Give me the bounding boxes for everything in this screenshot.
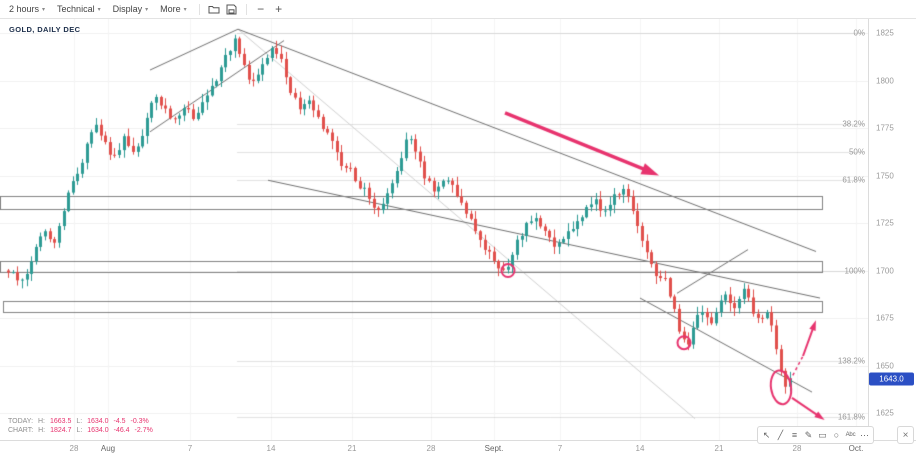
save-icon[interactable] [223, 2, 241, 17]
chart-plot-area: GOLD, DAILY DEC 1825 1800 1775 1750 1725 1700… [0, 19, 916, 457]
chart-change-value: -46.4 [113, 427, 130, 434]
fib-level-label: 61.8% [842, 175, 865, 185]
price-axis-label: 1650 [876, 361, 894, 370]
price-axis-label: 1750 [876, 171, 894, 180]
low-label: L: [76, 427, 83, 434]
time-axis-label: 7 [187, 444, 193, 453]
high-label: H: [37, 418, 45, 425]
chart-low-value: 1634.0 [87, 427, 109, 434]
time-axis-label: Sept. [484, 444, 504, 453]
chevron-down-icon: ▾ [97, 6, 101, 13]
more-menu[interactable]: More ▾ [155, 2, 194, 16]
technical-menu[interactable]: Technical ▾ [52, 2, 108, 16]
zoom-out-icon[interactable]: − [257, 2, 265, 16]
price-axis[interactable]: 1825 1800 1775 1750 1725 1700 1675 1650 1625 [868, 19, 916, 440]
stats-today-row: TODAY: H: 1663.5 L: 1634.0 -4.5 -0.3% [8, 417, 156, 426]
toolbar-separator [245, 3, 247, 15]
fib-level-label: 0% [853, 28, 865, 38]
chevron-down-icon: ▾ [42, 6, 46, 13]
fib-level-label: 161.8% [837, 412, 865, 422]
today-low-value: 1634.0 [87, 418, 109, 425]
today-change-pct: -0.3% [130, 418, 149, 425]
drawing-toolbar: ↖ ╱ ≡ ✎ ▭ ○ Abc ⋯ [757, 426, 874, 444]
brush-tool-icon[interactable]: ✎ [804, 429, 813, 440]
interval-menu[interactable]: 2 hours ▾ [4, 2, 52, 16]
fib-level-label: 100% [844, 266, 865, 275]
price-axis-label: 1800 [876, 76, 894, 85]
low-label: L: [76, 418, 83, 425]
price-axis-label: 1825 [876, 28, 894, 38]
chevron-down-icon: ▾ [183, 6, 187, 13]
today-high-value: 1663.5 [49, 418, 72, 425]
more-menu-label: More [160, 4, 181, 14]
today-change-value: -4.5 [113, 418, 126, 425]
interval-menu-label: 2 hours [9, 4, 40, 14]
trendline-tool-icon[interactable]: ╱ [777, 429, 784, 440]
chart-label: CHART: [8, 427, 34, 434]
time-axis-label: Aug [100, 444, 116, 453]
fib-retracement-tool-icon[interactable]: ≡ [791, 430, 798, 440]
technical-menu-label: Technical [57, 4, 95, 14]
cursor-tool-icon[interactable]: ↖ [762, 429, 771, 440]
price-axis-label: 1625 [876, 408, 894, 418]
fib-level-label: 38.2% [842, 119, 865, 129]
more-tools-icon[interactable]: ⋯ [860, 429, 869, 440]
time-axis-label: 21 [714, 444, 724, 453]
chart-change-pct: -2.7% [134, 427, 153, 434]
price-axis-label: 1775 [876, 123, 894, 133]
chevron-down-icon: ▾ [145, 6, 149, 13]
today-label: TODAY: [8, 418, 34, 425]
price-axis-label: 1675 [876, 313, 894, 323]
fib-level-label: 138.2% [837, 356, 865, 366]
toolbar-separator [198, 3, 200, 15]
top-toolbar: 2 hours ▾ Technical ▾ Display ▾ More ▾ −… [0, 0, 916, 19]
price-axis-label: 1700 [876, 266, 894, 275]
high-label: H: [38, 427, 46, 434]
rectangle-tool-icon[interactable]: ▭ [818, 429, 827, 440]
close-chart-button[interactable]: × [897, 426, 914, 444]
time-axis-label: Oct. [848, 444, 864, 453]
display-menu-label: Display [112, 4, 143, 14]
last-price-label: 1643.0 [869, 372, 914, 386]
time-axis-label: 28 [69, 444, 79, 453]
symbol-label: GOLD, DAILY DEC [9, 25, 81, 34]
chart-high-value: 1824.7 [50, 427, 72, 434]
display-menu[interactable]: Display ▾ [108, 2, 156, 16]
time-axis-label: 14 [635, 444, 645, 453]
text-tool-icon[interactable]: Abc [845, 432, 856, 438]
time-axis-label: 14 [266, 444, 276, 453]
time-axis-label: 21 [347, 444, 357, 453]
zoom-in-icon[interactable]: + [275, 2, 283, 16]
ohlc-stats: TODAY: H: 1663.5 L: 1634.0 -4.5 -0.3% CH… [8, 417, 156, 435]
stats-chart-row: CHART: H: 1824.7 L: 1634.0 -46.4 -2.7% [8, 426, 156, 435]
open-folder-icon[interactable] [205, 2, 223, 17]
price-axis-label: 1725 [876, 218, 894, 228]
ellipse-tool-icon[interactable]: ○ [833, 430, 840, 440]
time-axis-label: 7 [557, 444, 563, 453]
fib-level-label: 50% [848, 147, 865, 157]
time-axis-label: 28 [792, 444, 802, 453]
time-axis-label: 28 [426, 444, 436, 453]
candlestick-canvas[interactable] [0, 19, 868, 440]
